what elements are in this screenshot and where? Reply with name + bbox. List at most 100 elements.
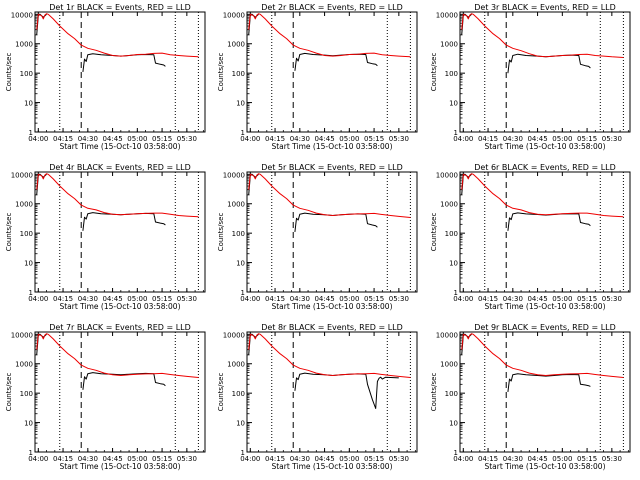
y-tick-label: 100 <box>20 230 33 238</box>
y-tick-label: 1000 <box>227 361 245 369</box>
y-tick-label: 100 <box>445 70 458 78</box>
x-tick-label: 04:15 <box>478 455 498 463</box>
plot-frame <box>34 11 206 133</box>
y-tick-label: 100 <box>232 230 245 238</box>
events-series-line <box>461 333 591 392</box>
events-series-line <box>36 173 166 231</box>
y-axis-label: Counts/sec <box>430 53 438 92</box>
x-tick-label: 04:00 <box>28 455 48 463</box>
y-tick-label: 1000 <box>440 201 458 209</box>
x-tick-label: 04:30 <box>503 455 523 463</box>
y-tick-label: 1 <box>29 129 33 137</box>
x-tick-label: 05:30 <box>602 295 622 303</box>
y-tick-label: 1000 <box>440 361 458 369</box>
x-tick-label: 05:30 <box>177 295 197 303</box>
plot-frame <box>459 171 631 293</box>
x-axis-label: Start Time (15-Oct-10 03:58:00) <box>59 302 180 311</box>
x-tick-label: 05:00 <box>552 295 572 303</box>
lld-series-line <box>461 173 624 218</box>
y-tick-label: 100 <box>232 70 245 78</box>
y-tick-label: 100 <box>445 230 458 238</box>
detector-panel: Det 4r BLACK = Events, RED = LLD 1 10 100 10… <box>5 163 206 311</box>
y-tick-label: 1 <box>241 129 245 137</box>
x-tick-label: 05:15 <box>152 295 172 303</box>
y-axis-label: Counts/sec <box>430 213 438 252</box>
y-tick-label: 100 <box>20 70 33 78</box>
x-axis-label: Start Time (15-Oct-10 03:58:00) <box>484 302 605 311</box>
events-series-line <box>461 13 591 74</box>
y-axis-label: Counts/sec <box>217 373 225 412</box>
detector-panel: Det 1r BLACK = Events, RED = LLD 1 10 100 10… <box>5 3 206 151</box>
y-tick-label: 1 <box>454 449 458 457</box>
x-tick-label: 05:15 <box>577 295 597 303</box>
y-tick-label: 10000 <box>436 331 458 339</box>
detector-panel: Det 8r BLACK = Events, RED = LLD 1 10 100 10… <box>217 323 418 471</box>
x-tick-label: 05:30 <box>389 455 409 463</box>
x-tick-label: 04:45 <box>527 295 547 303</box>
x-tick-label: 05:15 <box>577 135 597 143</box>
y-axis-label: Counts/sec <box>430 373 438 412</box>
x-tick-label: 04:30 <box>290 135 310 143</box>
x-axis-label: Start Time (15-Oct-10 03:58:00) <box>59 142 180 151</box>
x-tick-label: 04:15 <box>265 135 285 143</box>
x-tick-label: 05:30 <box>177 455 197 463</box>
y-axis-label: Counts/sec <box>217 213 225 252</box>
y-axis-label: Counts/sec <box>5 373 13 412</box>
x-tick-label: 05:00 <box>339 455 359 463</box>
events-series-line <box>461 173 591 231</box>
x-tick-label: 04:45 <box>314 295 334 303</box>
x-tick-label: 04:00 <box>453 135 473 143</box>
x-tick-label: 04:30 <box>290 455 310 463</box>
y-tick-label: 1 <box>454 289 458 297</box>
x-tick-label: 05:00 <box>552 135 572 143</box>
x-tick-label: 05:15 <box>364 455 384 463</box>
y-tick-label: 10 <box>236 420 245 428</box>
x-axis-label: Start Time (15-Oct-10 03:58:00) <box>271 302 392 311</box>
y-tick-label: 10 <box>24 100 33 108</box>
y-tick-label: 1000 <box>15 201 33 209</box>
x-axis-label: Start Time (15-Oct-10 03:58:00) <box>484 142 605 151</box>
chart-title: Det 8r BLACK = Events, RED = LLD <box>261 323 403 332</box>
chart-title: Det 3r BLACK = Events, RED = LLD <box>474 3 616 12</box>
y-tick-label: 10 <box>236 100 245 108</box>
x-tick-label: 04:15 <box>53 135 73 143</box>
chart-title: Det 5r BLACK = Events, RED = LLD <box>261 163 403 172</box>
x-tick-label: 04:45 <box>102 455 122 463</box>
x-tick-label: 04:00 <box>28 135 48 143</box>
y-tick-label: 10000 <box>11 171 33 179</box>
y-axis-label: Counts/sec <box>5 53 13 92</box>
x-tick-label: 04:30 <box>78 455 98 463</box>
x-tick-label: 04:00 <box>453 295 473 303</box>
plot-frame <box>246 331 418 453</box>
chart-title: Det 4r BLACK = Events, RED = LLD <box>49 163 191 172</box>
x-tick-label: 05:30 <box>177 135 197 143</box>
x-tick-label: 05:00 <box>339 135 359 143</box>
y-tick-label: 1000 <box>227 41 245 49</box>
x-tick-label: 05:15 <box>152 135 172 143</box>
x-tick-label: 04:45 <box>102 135 122 143</box>
x-tick-label: 05:15 <box>152 455 172 463</box>
detector-panel: Det 2r BLACK = Events, RED = LLD 1 10 100 10… <box>217 3 418 151</box>
plot-frame <box>246 11 418 133</box>
y-tick-label: 100 <box>20 390 33 398</box>
lld-series-line <box>36 333 199 378</box>
x-axis-label: Start Time (15-Oct-10 03:58:00) <box>484 462 605 471</box>
y-tick-label: 1 <box>241 289 245 297</box>
y-tick-label: 10 <box>24 420 33 428</box>
y-tick-label: 10000 <box>11 331 33 339</box>
x-tick-label: 04:45 <box>314 455 334 463</box>
y-tick-label: 10000 <box>223 331 245 339</box>
y-tick-label: 1 <box>241 449 245 457</box>
detector-panel: Det 9r BLACK = Events, RED = LLD 1 10 100 10… <box>430 323 631 471</box>
x-tick-label: 04:30 <box>78 135 98 143</box>
chart-title: Det 6r BLACK = Events, RED = LLD <box>474 163 616 172</box>
x-tick-label: 04:15 <box>53 455 73 463</box>
x-tick-label: 04:15 <box>478 295 498 303</box>
x-tick-label: 04:00 <box>240 455 260 463</box>
x-tick-label: 04:45 <box>527 135 547 143</box>
y-tick-label: 1000 <box>15 361 33 369</box>
x-tick-label: 04:00 <box>240 295 260 303</box>
x-tick-label: 04:45 <box>527 455 547 463</box>
x-tick-label: 05:30 <box>602 455 622 463</box>
y-tick-label: 1000 <box>227 201 245 209</box>
